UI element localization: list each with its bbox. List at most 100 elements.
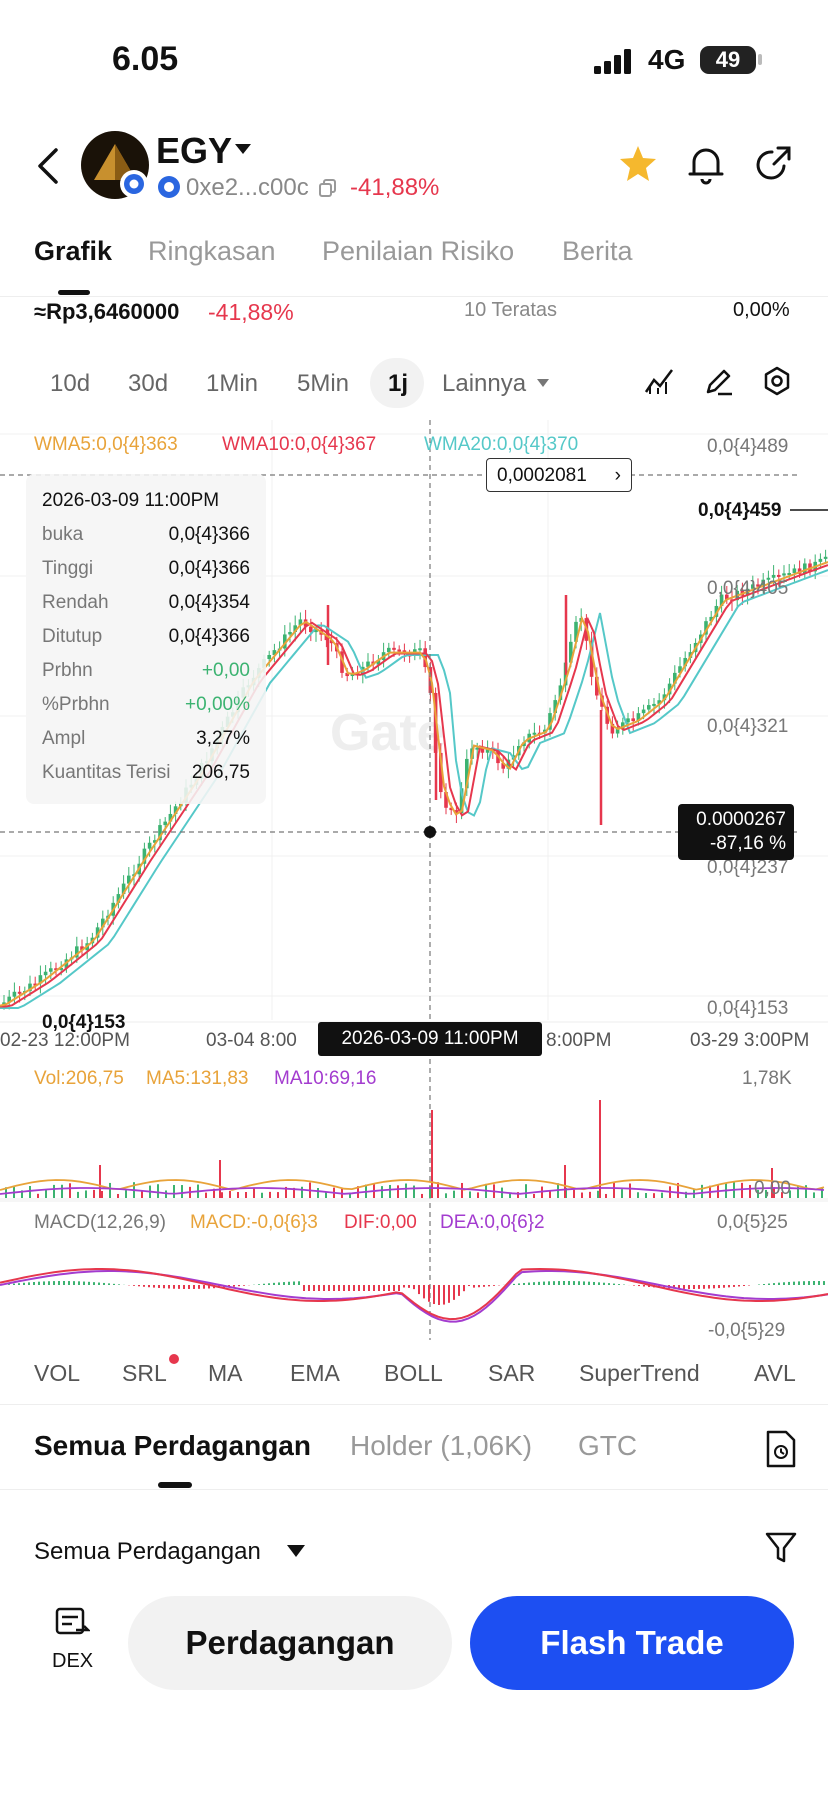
candle [709, 616, 713, 622]
candle [777, 574, 781, 577]
dex-label[interactable]: DEX [52, 1650, 94, 1672]
time-axis-label: 03-04 8:00 [206, 1030, 297, 1051]
battery-level: 49 [715, 47, 741, 72]
settings-icon[interactable] [762, 366, 792, 396]
candle [725, 594, 729, 600]
candle [574, 621, 578, 642]
candle [168, 813, 173, 822]
candle [678, 666, 682, 673]
tab-penilaian-risiko[interactable]: Penilaian Risiko [322, 236, 515, 266]
star-icon[interactable] [618, 144, 658, 184]
flash-trade-button[interactable]: Flash Trade [470, 1596, 794, 1690]
timeframe-5min[interactable]: 5Min [297, 370, 350, 397]
dif-line [0, 1267, 828, 1321]
time-axis-label: 8:00PM [546, 1030, 612, 1051]
candle [267, 655, 271, 660]
top10-label: 10 Teratas [464, 299, 558, 321]
draw-pencil-icon[interactable] [704, 366, 734, 396]
crosshair-price-pill[interactable]: 0,0002081 › [486, 458, 632, 492]
crosshair-value-box: 0.0000267 -87,16 % [678, 804, 794, 860]
candle [142, 848, 147, 864]
tooltip-row: %Prbhn +0,00% [42, 694, 250, 728]
high-price-marker: 0,0{4}459 [698, 500, 782, 521]
macd-params-label: MACD(12,26,9) [34, 1212, 166, 1233]
tab-grafik[interactable]: Grafik [34, 236, 113, 266]
bell-icon[interactable] [686, 144, 726, 186]
price-axis-label: 0,0{4}321 [707, 716, 789, 737]
candle [761, 579, 765, 587]
candle [324, 634, 329, 641]
tooltip-row: Ampl 3,27% [42, 728, 250, 762]
tab-ringkasan[interactable]: Ringkasan [148, 236, 276, 266]
crosshair-value: 0.0000267 [696, 809, 786, 830]
tooltip-label: Ampl [42, 728, 86, 749]
copy-icon[interactable] [318, 178, 338, 198]
candle [652, 703, 656, 706]
candle [595, 676, 599, 696]
indicator-avl[interactable]: AVL [754, 1360, 796, 1386]
timeframe-more[interactable]: Lainnya [442, 370, 527, 397]
candle [80, 946, 84, 951]
indicator-boll[interactable]: BOLL [384, 1360, 443, 1386]
tab-holders[interactable]: Holder (1,06K) [350, 1430, 533, 1461]
candle [751, 584, 755, 589]
caret-down-icon[interactable] [286, 1544, 306, 1558]
indicator-srl[interactable]: SRL [122, 1360, 167, 1386]
trade-button[interactable]: Perdagangan [128, 1596, 452, 1690]
candle [345, 672, 349, 677]
candle [329, 640, 334, 644]
indicator-vol[interactable]: VOL [34, 1360, 81, 1386]
coin-logo [81, 131, 149, 199]
candle [803, 563, 807, 574]
coin-name[interactable]: EGY [156, 130, 233, 171]
candle [147, 842, 152, 849]
volume-max-label: 1,78K [742, 1068, 792, 1089]
filter-funnel-icon[interactable] [764, 1530, 798, 1564]
history-doc-icon[interactable] [764, 1430, 798, 1468]
indicator-ma[interactable]: MA [208, 1360, 243, 1386]
candle [621, 722, 625, 729]
back-arrow-icon[interactable] [34, 146, 62, 186]
tooltip-row: Prbhn +0,00 [42, 660, 250, 694]
indicator-chart-icon[interactable] [644, 366, 674, 396]
macd-value-label: MACD:-0,0{6}3 [190, 1212, 318, 1233]
tab-all-trades[interactable]: Semua Perdagangan [34, 1430, 311, 1461]
price-axis-label: 0,0{4}405 [707, 578, 789, 599]
timeframe-10d[interactable]: 10d [50, 370, 91, 397]
candle [626, 718, 630, 723]
tab-gtc[interactable]: GTC [578, 1430, 638, 1461]
candle [631, 718, 635, 722]
trade-filter-dropdown[interactable]: Semua Perdagangan [34, 1538, 261, 1565]
price-change-header: -41,88% [350, 174, 440, 201]
candle [459, 788, 464, 814]
tab-berita[interactable]: Berita [562, 236, 633, 266]
timeframe-1j[interactable]: 1j [388, 370, 409, 397]
candle [293, 625, 297, 632]
candle [480, 747, 485, 753]
indicator-supertrend[interactable]: SuperTrend [579, 1360, 700, 1386]
gate-watermark: Gate [330, 704, 446, 762]
volume-ma5-line [0, 1179, 825, 1191]
caret-down-icon[interactable] [234, 142, 252, 156]
tooltip-label: buka [42, 524, 84, 545]
crosshair-percent: -87,16 % [709, 833, 786, 854]
share-icon[interactable] [754, 144, 794, 184]
candle [704, 621, 708, 635]
candle [683, 657, 687, 667]
candle [116, 894, 121, 903]
tooltip-label: Ditutup [42, 626, 103, 647]
wma20-line [0, 569, 828, 1009]
tooltip-value: 0,0{4}366 [168, 524, 250, 545]
candle [610, 723, 615, 734]
candle [475, 747, 479, 750]
tooltip-label: %Prbhn [42, 694, 110, 715]
candle [797, 568, 802, 574]
indicator-ema[interactable]: EMA [290, 1360, 340, 1386]
candle [818, 558, 823, 562]
candle [548, 713, 552, 730]
indicator-sar[interactable]: SAR [488, 1360, 536, 1386]
dex-icon[interactable] [54, 1606, 90, 1640]
price-chart[interactable]: Gate [0, 420, 828, 1340]
timeframe-30d[interactable]: 30d [128, 370, 169, 397]
timeframe-1min[interactable]: 1Min [206, 370, 259, 397]
